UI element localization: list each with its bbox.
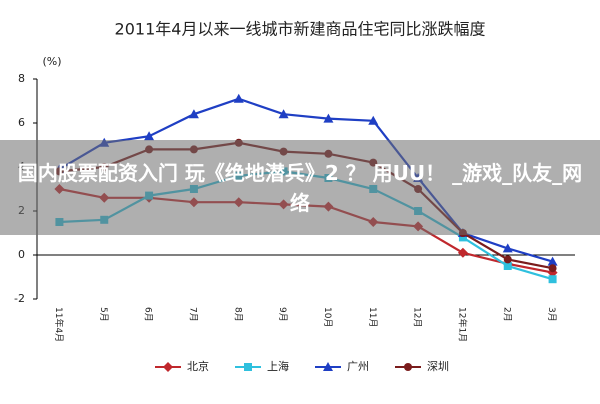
y-tick-label: 8 <box>18 72 25 85</box>
chart-title: 2011年4月以来一线城市新建商品住宅同比涨跌幅度 <box>115 20 486 39</box>
data-point <box>503 262 512 270</box>
data-point <box>548 275 557 284</box>
legend-label: 深圳 <box>427 360 449 373</box>
data-point <box>458 233 467 242</box>
data-point <box>323 113 334 123</box>
y-tick-label: 6 <box>18 116 25 129</box>
data-point <box>547 256 558 266</box>
x-tick-label: 8月 <box>232 307 243 322</box>
legend-marker <box>244 363 252 371</box>
y-tick-label: 0 <box>18 248 25 261</box>
x-tick-label: 6月 <box>143 307 154 322</box>
data-point <box>188 109 199 119</box>
x-tick-label: 9月 <box>277 307 288 322</box>
legend-marker <box>163 362 173 372</box>
y-axis-label: (%) <box>42 55 61 68</box>
x-tick-label: 7月 <box>187 307 198 322</box>
legend-marker <box>404 363 412 371</box>
data-point <box>548 264 557 273</box>
overlay-banner: 国内股票配资入门 玩《绝地潜兵》2 ？ 用UU！ _游戏_队友_网络 <box>0 140 600 235</box>
y-tick-label: -2 <box>14 292 25 305</box>
data-point <box>233 93 244 103</box>
legend-label: 广州 <box>347 360 369 373</box>
data-point <box>503 255 512 264</box>
legend-marker <box>323 362 333 371</box>
data-point <box>368 115 379 125</box>
x-tick-label: 10月 <box>322 307 333 327</box>
x-tick-label: 11年4月 <box>53 307 65 342</box>
data-point <box>144 131 155 141</box>
x-tick-label: 5月 <box>98 307 109 322</box>
x-tick-label: 12月 <box>412 307 423 327</box>
data-point <box>278 109 289 119</box>
x-tick-label: 3月 <box>546 307 557 322</box>
legend-label: 北京 <box>187 359 209 373</box>
legend-label: 上海 <box>267 359 289 373</box>
x-tick-label: 2月 <box>501 307 512 322</box>
x-tick-label: 12年1月 <box>456 307 468 342</box>
x-tick-label: 11月 <box>367 307 378 327</box>
series-line <box>58 97 553 263</box>
data-point <box>457 247 468 258</box>
data-point <box>502 243 513 253</box>
